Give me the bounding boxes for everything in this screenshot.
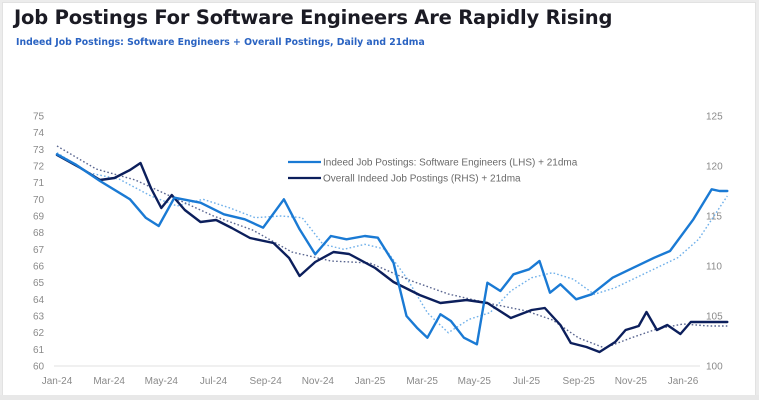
series-layer [55,145,729,354]
y-right-tick-label: 100 [706,362,723,373]
x-tick-label: May-25 [458,376,492,387]
y-right-tick-label: 110 [706,262,722,273]
footer-strip [0,395,759,400]
chart-title: Job Postings For Software Engineers Are … [14,6,613,29]
series-line-overall-21dma [56,145,728,349]
x-tick-label: Mar-25 [406,376,438,387]
y-left-tick-label: 69 [33,212,45,223]
x-tick-label: Sep-24 [250,376,283,387]
left-axis: 60 61 62 63 64 65 66 67 68 69 70 71 72 73 74 75 [33,112,45,373]
y-left-tick-label: 73 [33,145,45,156]
x-tick-label: Sep-25 [563,376,596,387]
x-tick-label: Nov-25 [615,376,648,387]
y-left-tick-label: 65 [33,278,45,289]
legend-label-overall: Overall Indeed Job Postings (RHS) + 21dm… [323,174,521,185]
y-left-tick-label: 68 [33,228,45,239]
series-line-overall-indeed-job-postings-rhs [55,153,729,354]
series-line-software-engineers-21dma [56,152,728,334]
y-left-tick-label: 60 [33,362,45,373]
x-tick-label: May-24 [145,376,179,387]
y-left-tick-label: 67 [33,245,45,256]
series-line-indeed-job-postings-software-engineers-lhs [55,153,729,346]
x-tick-label: Jan-24 [42,376,73,387]
x-tick-label: Mar-24 [93,376,125,387]
y-right-tick-label: 115 [706,212,722,223]
y-left-tick-label: 75 [33,112,45,123]
y-left-tick-label: 66 [33,262,45,273]
x-tick-label: Jan-26 [668,376,699,387]
y-left-tick-label: 63 [33,312,45,323]
x-axis: Jan-24 Mar-24 May-24 Jul-24 Sep-24 Nov-24 Jan-… [42,376,699,387]
y-left-tick-label: 74 [33,128,45,139]
y-left-tick-label: 72 [33,162,45,173]
y-left-tick-label: 70 [33,195,45,206]
y-right-tick-label: 105 [706,312,723,323]
x-tick-label: Jan-25 [355,376,386,387]
y-right-tick-label: 125 [706,112,723,123]
legend-label-software: Indeed Job Postings: Software Engineers … [323,158,578,169]
y-left-tick-label: 62 [33,328,45,339]
y-left-tick-label: 64 [33,295,45,306]
x-tick-label: Jul-24 [200,376,228,387]
chart-subtitle: Indeed Job Postings: Software Engineers … [16,37,425,48]
y-right-tick-label: 120 [706,162,723,173]
y-left-tick-label: 61 [33,345,45,356]
legend: Indeed Job Postings: Software Engineers … [288,158,578,185]
x-tick-label: Nov-24 [302,376,335,387]
y-left-tick-label: 71 [33,178,45,189]
x-tick-label: Jul-25 [513,376,541,387]
right-axis: 100 105 110 115 120 125 [706,112,723,373]
